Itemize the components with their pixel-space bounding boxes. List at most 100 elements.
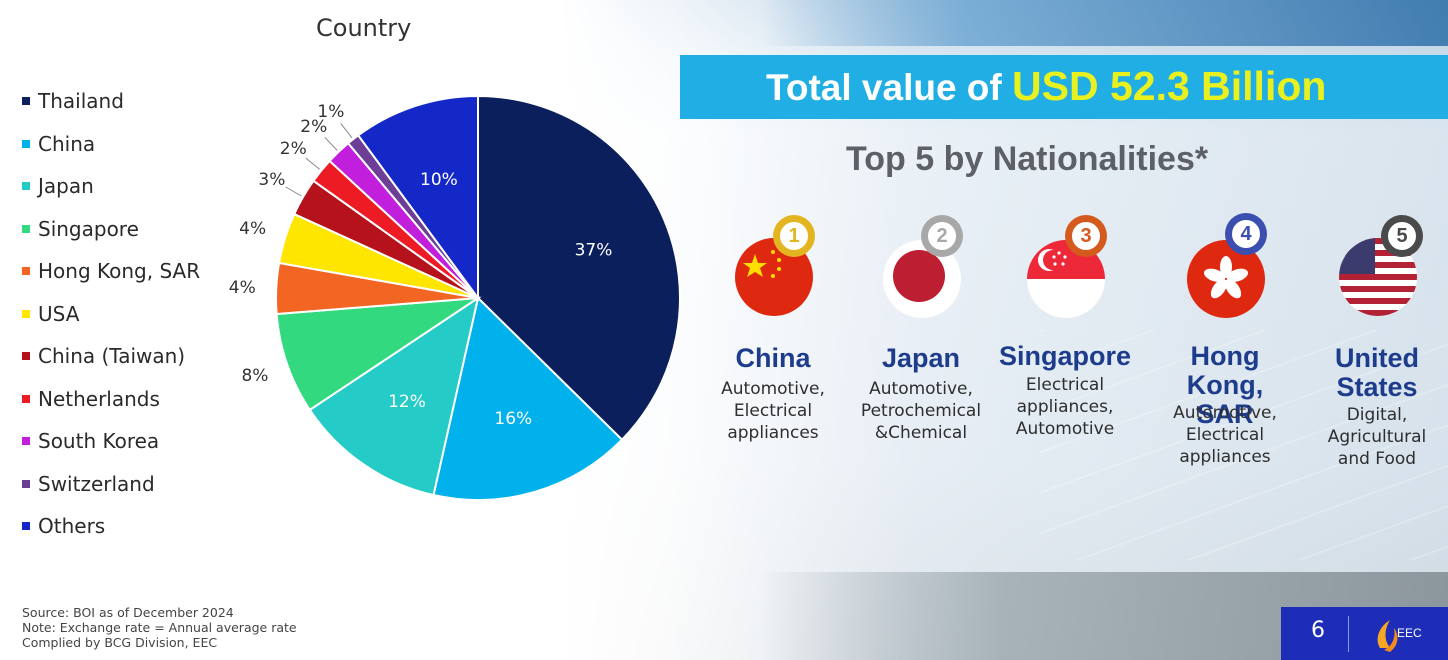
sector-line: Agricultural xyxy=(1327,427,1427,447)
rank-medal-icon: 1 xyxy=(772,214,816,258)
nationality-name-line: China xyxy=(735,343,811,373)
legend-item: South Korea xyxy=(22,420,200,463)
nationality-name: United States xyxy=(1302,344,1448,402)
data-label: 1% xyxy=(317,102,344,122)
sector-line: Electrical xyxy=(1025,375,1105,395)
data-label: 16% xyxy=(494,409,532,429)
legend-item: Singapore xyxy=(22,208,200,251)
top5-heading: Top 5 by Nationalities* xyxy=(846,140,1209,178)
total-value-prefix: Total value of xyxy=(766,67,1013,108)
data-label: 4% xyxy=(239,219,266,239)
legend-item: China (Taiwan) xyxy=(22,335,200,378)
legend-label: China (Taiwan) xyxy=(38,344,186,369)
sector-line: appliances xyxy=(1179,447,1271,467)
rank-medal-icon: 4 xyxy=(1224,212,1268,256)
legend-label: Netherlands xyxy=(38,386,160,411)
nationality-name-line: Singapore xyxy=(998,341,1132,371)
industrial-background xyxy=(1040,330,1448,560)
nationality-name-line: States xyxy=(1336,372,1418,402)
footnote-compiled-by: Complied by BCG Division, EEC xyxy=(22,635,218,650)
legend-swatch xyxy=(22,224,30,233)
legend-swatch xyxy=(22,182,30,191)
legend-item: China xyxy=(22,123,200,166)
data-label: 4% xyxy=(229,278,256,298)
legend-item: Hong Kong, SAR xyxy=(22,250,200,293)
nationality-name: China xyxy=(698,344,848,373)
sector-line: Automotive xyxy=(1015,419,1115,439)
footnotes: Source: BOI as of December 2024 Note: Ex… xyxy=(22,605,297,650)
legend-label: Others xyxy=(38,514,106,539)
rank-medal-icon: 2 xyxy=(920,214,964,258)
rank-number: 3 xyxy=(1080,225,1092,247)
leader-line xyxy=(305,157,320,170)
sector-line: &Chemical xyxy=(874,423,968,443)
sea-background xyxy=(760,0,1448,46)
legend-label: Singapore xyxy=(38,216,139,241)
legend-swatch xyxy=(22,522,30,531)
legend-label: USA xyxy=(38,301,80,326)
leader-line xyxy=(340,123,353,138)
sector-line: Electrical xyxy=(733,401,813,421)
legend-label: Switzerland xyxy=(38,471,155,496)
nationality-name-line: SAR xyxy=(1196,399,1254,429)
legend-label: South Korea xyxy=(38,429,160,454)
rank-medal-icon: 3 xyxy=(1064,214,1108,258)
footer-divider xyxy=(1348,616,1349,652)
nationality-sectors: Electrical appliances, Automotive xyxy=(990,374,1140,440)
nationality-name: Hong Kong, SAR xyxy=(1150,342,1300,429)
legend-item: Others xyxy=(22,505,200,548)
data-label: 3% xyxy=(258,170,285,190)
legend-swatch xyxy=(22,309,30,318)
pie-slice-japan xyxy=(308,295,480,497)
legend-swatch xyxy=(22,267,30,276)
sector-line: and Food xyxy=(1337,449,1417,469)
footnote-source: Source: BOI as of December 2024 xyxy=(22,605,234,620)
nationality-name: Japan xyxy=(846,344,996,373)
rank-number: 2 xyxy=(936,225,948,247)
rank-number: 5 xyxy=(1396,225,1408,247)
pie-slice-others xyxy=(356,94,479,302)
legend-swatch xyxy=(22,352,30,361)
nationality-sectors: Automotive, Petrochemical &Chemical xyxy=(846,378,996,444)
data-label: 2% xyxy=(300,117,327,137)
hong-kong-flag-icon xyxy=(1187,240,1265,318)
nationality-sectors: Digital, Agricultural and Food xyxy=(1302,404,1448,470)
data-label: 2% xyxy=(280,139,307,159)
sector-line: Automotive, xyxy=(1173,403,1277,423)
legend-label: Thailand xyxy=(38,89,124,114)
sector-line: Automotive, xyxy=(869,379,973,399)
chart-title: Country xyxy=(316,14,412,42)
nationality-sectors: Automotive, Electrical appliances xyxy=(698,378,848,444)
legend-label: Japan xyxy=(38,174,94,199)
nationality-name-line: Hong Kong, xyxy=(1186,341,1264,400)
sector-line: Automotive, xyxy=(721,379,825,399)
page-number: 6 xyxy=(1311,618,1325,643)
legend-swatch xyxy=(22,394,30,403)
eec-logo-text: EEC xyxy=(1397,626,1422,640)
legend-item: USA xyxy=(22,293,200,336)
rank-medal-icon: 5 xyxy=(1380,214,1424,258)
nationality-name: Singapore xyxy=(990,342,1140,371)
sector-line: Petrochemical xyxy=(860,401,982,421)
data-label: 8% xyxy=(241,366,268,386)
leader-line xyxy=(285,186,302,197)
nationality-name-line: United xyxy=(1335,343,1419,373)
rank-number: 1 xyxy=(788,225,800,247)
chart-legend: Thailand China Japan Singapore Hong Kong, SA… xyxy=(22,80,200,548)
eec-logo-icon xyxy=(1377,620,1398,652)
legend-item: Netherlands xyxy=(22,378,200,421)
pie-slice-china xyxy=(432,296,624,501)
legend-label: Hong Kong, SAR xyxy=(38,259,201,284)
leader-line xyxy=(324,136,338,151)
pie-chart: 37%16%12%8%4%4%3%2%2%1%10% xyxy=(229,94,681,501)
legend-swatch xyxy=(22,479,30,488)
sector-line: appliances xyxy=(727,423,819,443)
sector-line: appliances, xyxy=(1016,397,1114,417)
sector-line: Digital, xyxy=(1346,405,1408,425)
legend-item: Thailand xyxy=(22,80,200,123)
sector-line: Electrical xyxy=(1185,425,1265,445)
total-value-banner xyxy=(680,55,1448,119)
total-value-text: Total value of USD 52.3 Billion xyxy=(766,63,1326,109)
legend-swatch xyxy=(22,97,30,106)
legend-swatch xyxy=(22,437,30,446)
